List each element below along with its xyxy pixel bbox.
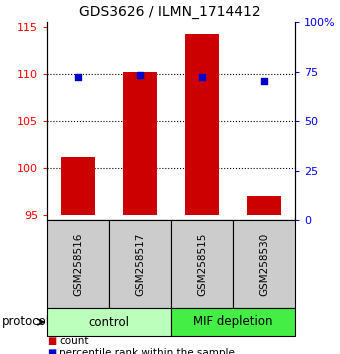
Bar: [185, 34, 219, 215]
Point: [75, 75, 81, 80]
Bar: [123, 72, 157, 215]
Text: percentile rank within the sample: percentile rank within the sample: [59, 348, 235, 354]
Text: GSM258516: GSM258516: [73, 232, 83, 296]
Text: GSM258530: GSM258530: [259, 232, 269, 296]
Text: MIF depletion: MIF depletion: [193, 315, 273, 329]
Text: GSM258515: GSM258515: [197, 232, 207, 296]
Text: ■: ■: [47, 336, 56, 346]
Text: GSM258517: GSM258517: [135, 232, 145, 296]
Text: control: control: [88, 315, 130, 329]
Bar: [247, 196, 281, 215]
Bar: [61, 157, 95, 215]
Text: ■: ■: [47, 348, 56, 354]
Text: protocol: protocol: [2, 315, 50, 329]
Text: GDS3626 / ILMN_1714412: GDS3626 / ILMN_1714412: [79, 5, 261, 19]
Point: [137, 73, 143, 78]
Point: [261, 79, 267, 84]
Point: [199, 75, 205, 80]
Text: count: count: [59, 336, 88, 346]
